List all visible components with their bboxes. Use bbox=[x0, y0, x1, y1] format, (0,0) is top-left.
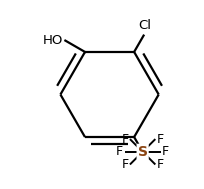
Text: S: S bbox=[138, 145, 148, 159]
Text: F: F bbox=[157, 158, 164, 171]
Text: HO: HO bbox=[43, 34, 63, 47]
Text: F: F bbox=[157, 133, 164, 146]
Text: F: F bbox=[121, 133, 129, 146]
Text: F: F bbox=[116, 145, 123, 158]
Text: Cl: Cl bbox=[138, 19, 151, 32]
Text: F: F bbox=[162, 145, 169, 158]
Text: F: F bbox=[121, 158, 129, 171]
